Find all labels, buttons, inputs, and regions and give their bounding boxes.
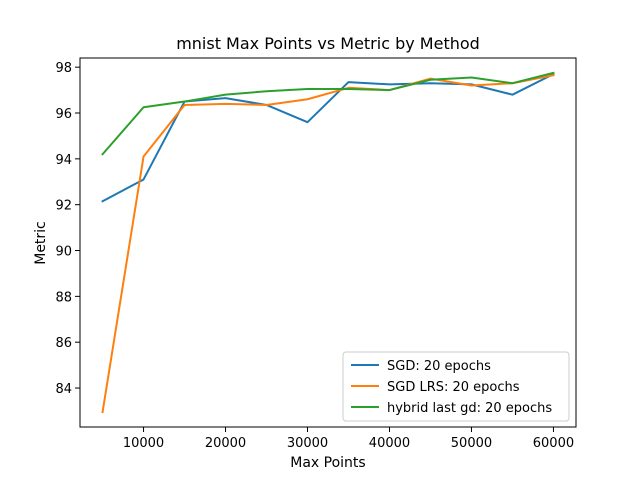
- legend: SGD: 20 epochs SGD LRS: 20 epochs hybrid l…: [342, 351, 570, 422]
- series-line-2: [101, 74, 555, 414]
- y-tick-label: 88: [55, 290, 72, 305]
- x-axis: 10000 20000 30000 40000 50000 60000: [123, 427, 574, 451]
- plot-area: [101, 71, 555, 414]
- x-tick-label: 60000: [533, 436, 574, 451]
- y-tick-label: 96: [55, 107, 72, 122]
- legend-label-3: hybrid last gd: 20 epochs: [387, 401, 552, 416]
- y-tick-label: 94: [55, 153, 72, 168]
- plot-frame: [79, 57, 577, 428]
- x-tick-label: 30000: [287, 436, 328, 451]
- x-axis-label: Max Points: [290, 455, 365, 471]
- legend-box: [342, 351, 570, 422]
- x-tick-label: 10000: [123, 436, 164, 451]
- x-tick-label: 40000: [369, 436, 410, 451]
- y-axis-label: Metric: [33, 221, 49, 265]
- series-line-3: [101, 71, 555, 156]
- y-tick-label: 92: [55, 199, 72, 214]
- x-tick-label: 20000: [205, 436, 246, 451]
- y-tick-label: 90: [55, 245, 72, 260]
- y-tick-label: 86: [55, 336, 72, 351]
- y-tick-label: 98: [55, 61, 72, 76]
- y-tick-label: 84: [55, 382, 72, 397]
- legend-label-1: SGD: 20 epochs: [387, 359, 491, 374]
- legend-label-2: SGD LRS: 20 epochs: [387, 380, 520, 395]
- chart-title: mnist Max Points vs Metric by Method: [176, 34, 480, 53]
- x-tick-label: 50000: [451, 436, 492, 451]
- y-axis: 84 86 88 90 92 94 96 98: [55, 61, 80, 397]
